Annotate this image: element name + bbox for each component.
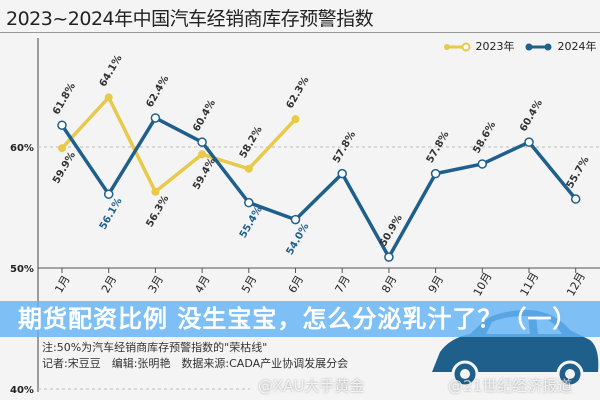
data-point <box>198 150 207 159</box>
data-point <box>524 137 534 147</box>
data-point <box>150 113 161 123</box>
data-label: 56.3% <box>144 194 171 230</box>
data-label: 58.6% <box>471 120 498 156</box>
data-point <box>291 115 300 124</box>
x-tick-label: 9月 <box>426 273 446 295</box>
watermark-left: @XAU大手黄金 <box>258 377 365 395</box>
legend-marker-2024 <box>525 43 552 51</box>
data-label: 61.8% <box>51 81 78 117</box>
data-point <box>244 197 254 208</box>
data-point <box>430 168 441 179</box>
data-label: 60.4% <box>191 98 218 134</box>
overlay-banner: 期货配资比例 没生宝宝，怎么分泌乳汁了？（一） <box>0 301 600 337</box>
watermark-right: @21世纪经济报道 <box>448 377 573 395</box>
x-tick-label: 4月 <box>192 273 212 295</box>
overlay-headline: 期货配资比例 没生宝宝，怎么分泌乳汁了？（一） <box>18 305 578 333</box>
data-label: 59.9% <box>51 150 78 186</box>
legend-2023: 2023年 <box>442 38 515 54</box>
data-point <box>337 168 347 179</box>
data-label: 55.4% <box>238 205 265 241</box>
data-point <box>384 252 394 262</box>
series-line-2024年 <box>60 116 578 259</box>
x-tick-label: 12月 <box>564 270 588 298</box>
x-tick-label: 6月 <box>286 273 306 295</box>
x-tick-label: 1月 <box>52 273 72 295</box>
x-tick-label: 3月 <box>146 273 166 295</box>
x-tick-label: 2月 <box>99 273 119 295</box>
data-point <box>58 144 66 153</box>
data-label: 60.4% <box>518 98 545 134</box>
data-point <box>103 189 114 199</box>
data-label: 62.4% <box>144 74 171 110</box>
legend-label-2024: 2024年 <box>557 40 597 53</box>
legend-label-2023: 2023年 <box>475 40 515 53</box>
chart-note: 注:50%为汽车经销商库存预警指数的"荣枯线" <box>42 341 268 354</box>
chart-credits: 记者:宋豆豆 编辑:张明艳 数据来源:CADA产业协调发展分会 <box>42 357 349 370</box>
data-label: 62.3% <box>285 75 312 111</box>
data-point <box>244 164 253 173</box>
x-tick-label: 8月 <box>379 273 399 295</box>
data-point <box>57 120 67 130</box>
series-line-2023年 <box>60 95 297 194</box>
data-label: 55.7% <box>565 155 592 191</box>
y-tick-label: 50% <box>10 264 34 275</box>
data-label: 50.9% <box>378 213 405 249</box>
data-label: 56.1% <box>98 196 125 232</box>
data-point <box>290 214 301 225</box>
legend-2024: 2024年 <box>524 38 597 54</box>
data-label: 64.1% <box>98 53 125 89</box>
data-label: 57.8% <box>331 130 358 166</box>
legend-marker-2023 <box>444 42 471 52</box>
chart-title: 2023~2024年中国汽车经销商库存预警指数 <box>6 8 374 30</box>
y-tick-label: 60% <box>10 143 34 154</box>
data-point <box>477 159 488 169</box>
data-label: 54.0% <box>285 222 312 258</box>
data-point <box>570 194 581 204</box>
data-point <box>151 187 160 196</box>
data-point <box>197 137 207 147</box>
title-divider <box>0 32 600 33</box>
y-tick-label: 40% <box>10 385 34 396</box>
x-tick-label: 7月 <box>333 273 353 295</box>
x-tick-label: 5月 <box>239 273 259 295</box>
x-tick-label: 11月 <box>518 270 542 298</box>
data-point <box>104 93 113 102</box>
x-tick-label: 10月 <box>471 270 495 298</box>
